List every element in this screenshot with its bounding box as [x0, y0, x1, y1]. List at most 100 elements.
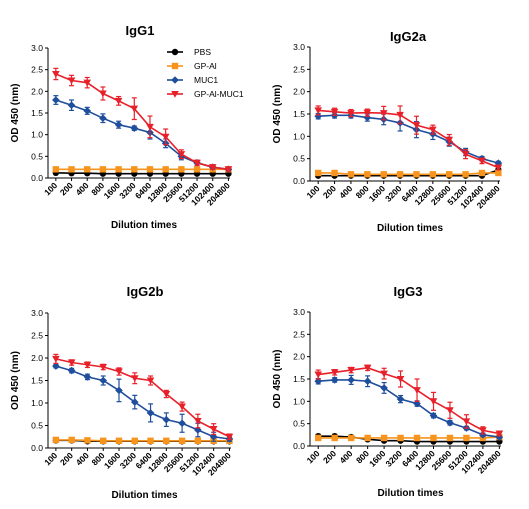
data-point — [178, 419, 186, 428]
data-point — [52, 355, 60, 363]
data-point — [146, 166, 154, 173]
data-point — [68, 436, 75, 444]
data-point — [380, 434, 388, 442]
series-gp-al-muc1 — [314, 364, 504, 438]
y-axis-label: OD 450 (nm) — [10, 351, 21, 410]
data-point — [446, 418, 454, 427]
y-tick-label: 3.0 — [31, 308, 43, 318]
data-point — [131, 166, 138, 173]
series-line — [318, 435, 500, 443]
y-tick-label: 2.5 — [31, 65, 43, 75]
data-point — [314, 377, 323, 386]
series-line — [55, 73, 229, 171]
data-point — [100, 437, 107, 444]
y-tick-label: 0.5 — [293, 419, 305, 429]
series-gp-al-muc1 — [52, 353, 234, 441]
data-point — [380, 171, 387, 178]
y-tick-label: 0.5 — [293, 154, 305, 164]
data-point — [396, 171, 404, 178]
series-line — [55, 365, 230, 440]
data-point — [380, 384, 388, 392]
x-axis-label: Dilution times — [111, 490, 178, 501]
data-point — [83, 361, 92, 369]
y-tick-label: 2.5 — [293, 64, 305, 74]
x-tick-label: 3200 — [384, 448, 405, 469]
data-point — [330, 108, 339, 116]
x-tick-label: 100 — [42, 180, 59, 197]
y-tick-label: 0.0 — [31, 173, 43, 183]
chart-title: IgG2b — [127, 284, 164, 299]
data-point — [99, 166, 107, 173]
data-point — [67, 366, 76, 375]
y-tick-label: 2.0 — [31, 86, 43, 96]
data-point — [364, 434, 371, 442]
data-point — [115, 166, 122, 173]
data-point — [194, 437, 202, 444]
x-tick-label: 3200 — [117, 180, 138, 201]
data-point — [479, 431, 487, 439]
legend-marker — [171, 76, 179, 84]
y-tick-label: 0.5 — [31, 421, 43, 431]
data-point — [429, 126, 437, 134]
data-point — [146, 123, 154, 131]
x-tick-label: 100 — [305, 183, 322, 200]
data-point — [177, 151, 186, 158]
data-point — [83, 79, 92, 87]
x-tick-label: 400 — [337, 448, 354, 465]
data-point — [52, 436, 60, 444]
data-point — [225, 433, 234, 441]
data-point — [178, 403, 186, 411]
x-tick-label: 200 — [58, 180, 75, 197]
data-point — [162, 415, 171, 424]
y-tick-label: 3.0 — [293, 307, 305, 317]
data-point — [84, 437, 91, 444]
y-tick-label: 2.5 — [293, 329, 305, 339]
y-tick-label: 1.5 — [31, 108, 43, 118]
x-tick-label: 400 — [74, 180, 91, 197]
data-point — [462, 418, 471, 426]
data-point — [495, 169, 502, 177]
data-point — [146, 377, 155, 385]
data-point — [84, 166, 91, 173]
data-point — [397, 434, 404, 442]
data-point — [430, 434, 437, 442]
y-tick-label: 3.0 — [293, 42, 305, 52]
y-tick-label: 1.5 — [293, 374, 305, 384]
data-point — [99, 376, 108, 385]
legend-label: PBS — [194, 47, 211, 57]
series-pbs — [52, 169, 232, 177]
data-point — [363, 364, 372, 372]
data-point — [412, 122, 421, 129]
series-gp-al — [315, 433, 503, 442]
x-tick-label: 1600 — [367, 183, 388, 204]
data-point — [413, 171, 420, 178]
x-tick-label: 200 — [58, 450, 75, 467]
data-point — [52, 362, 60, 370]
data-point — [162, 166, 169, 173]
data-point — [83, 373, 92, 381]
data-point — [363, 109, 372, 117]
legend-marker — [171, 48, 179, 56]
data-point — [396, 395, 405, 403]
data-point — [462, 171, 469, 178]
data-point — [193, 166, 201, 173]
series-muc1 — [314, 374, 504, 441]
x-tick-label: 3200 — [118, 450, 139, 471]
data-point — [347, 171, 355, 178]
data-point — [147, 437, 154, 444]
series-line — [55, 439, 230, 442]
data-point — [429, 171, 437, 178]
x-tick-label: 100 — [305, 448, 322, 465]
series-gp-al-muc1 — [314, 105, 503, 172]
legend-entry: GP-Al-MUC1 — [167, 89, 244, 99]
data-point — [67, 101, 76, 109]
data-point — [130, 124, 139, 132]
series-line — [318, 172, 499, 176]
x-tick-label: 400 — [74, 450, 91, 467]
data-point — [347, 110, 355, 117]
series-line — [318, 109, 499, 169]
data-point — [83, 107, 92, 115]
